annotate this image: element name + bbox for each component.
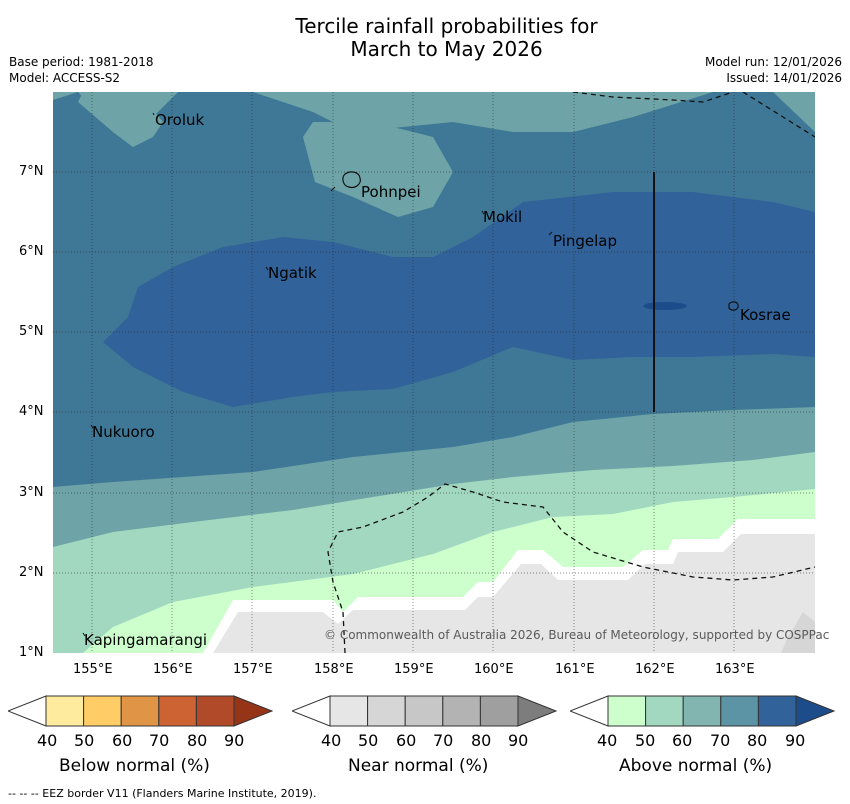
below-tick-60: 60 (112, 731, 133, 750)
lat-label-3: 3°N (19, 485, 44, 500)
swatch-above-0 (607, 695, 647, 727)
place-kapingamarangi: Kapingamarangi (84, 631, 208, 649)
zone-near-50 (781, 612, 815, 653)
zone-above-60-north (78, 92, 163, 147)
copyright-notice: © Commonwealth of Australia 2026, Bureau… (324, 628, 830, 642)
place-nukuoro: Nukuoro (92, 423, 155, 441)
lat-label-5: 5°N (19, 324, 44, 339)
swatch-above-1 (645, 695, 684, 727)
swatch-near-3 (442, 695, 481, 727)
lon-label-156: 156°E (153, 662, 193, 677)
near-tick-40: 40 (321, 731, 342, 750)
map-title-line1: Tercile rainfall probabilities for (295, 14, 598, 38)
place-kosrae: Kosrae (740, 306, 791, 324)
swatch-below-5 (233, 695, 274, 727)
lon-label-158: 158°E (314, 662, 354, 677)
swatch-near-1 (367, 695, 406, 727)
lon-label-163: 163°E (715, 662, 755, 677)
swatch-below-2 (120, 695, 160, 727)
zone-above-80 (103, 192, 815, 407)
near-tick-70: 70 (433, 731, 454, 750)
lon-label-160: 160°E (474, 662, 514, 677)
near-tick-50: 50 (358, 731, 379, 750)
below-tick-50: 50 (74, 731, 95, 750)
swatch-near-4 (479, 695, 519, 727)
kosrae-island-icon (728, 301, 739, 311)
swatch-above-4 (757, 695, 797, 727)
lat-label-1: 1°N (19, 645, 44, 660)
eez-border-note: -- -- -- EEZ border V11 (Flanders Marine… (8, 787, 317, 800)
place-pingelap: Pingelap (553, 232, 618, 250)
swatch-near-2 (404, 695, 444, 727)
colorbar-near (292, 695, 558, 727)
issued-date: Issued: 14/01/2026 (726, 71, 842, 85)
place-oroluk: Oroluk (155, 111, 205, 129)
lon-label-157: 157°E (233, 662, 273, 677)
base-period: Base period: 1981-2018 (9, 55, 154, 69)
place-pohnpei: Pohnpei (361, 183, 421, 201)
swatch-above-2 (682, 695, 722, 727)
below-tick-40: 40 (37, 731, 58, 750)
lat-label-4: 4°N (19, 404, 44, 419)
lon-label-155: 155°E (73, 662, 113, 677)
legend-title-near: Near normal (%) (348, 756, 489, 776)
lon-label-161: 161°E (555, 662, 595, 677)
above-tick-40: 40 (597, 731, 618, 750)
rainfall-map (53, 92, 815, 653)
swatch-above-5 (795, 695, 836, 727)
pohnpei-island-icon (342, 171, 361, 189)
above-tick-70: 70 (710, 731, 731, 750)
below-tick-80: 80 (187, 731, 208, 750)
above-tick-50: 50 (635, 731, 656, 750)
lon-label-162: 162°E (635, 662, 675, 677)
place-ngatik: Ngatik (268, 264, 317, 282)
swatch-below-1 (83, 695, 122, 727)
model-run-date: Model run: 12/01/2026 (704, 55, 842, 69)
legend-title-above: Above normal (%) (619, 756, 773, 776)
zone-near-40 (213, 534, 815, 653)
swatch-below-3 (158, 695, 197, 727)
zone-above-60-pohnpei (303, 122, 453, 217)
near-tick-60: 60 (396, 731, 417, 750)
pohnpei-border-mark (330, 186, 336, 192)
above-tick-90: 90 (785, 731, 806, 750)
place-mokil: Mokil (483, 208, 523, 226)
above-tick-60: 60 (672, 731, 693, 750)
swatch-below-0 (45, 695, 85, 727)
below-tick-70: 70 (149, 731, 170, 750)
lon-label-159: 159°E (394, 662, 434, 677)
swatch-above-3 (720, 695, 759, 727)
map-title-line2: March to May 2026 (350, 37, 543, 61)
model-name: Model: ACCESS-S2 (9, 71, 121, 85)
lat-label-6: 6°N (19, 244, 44, 259)
grid-lines (53, 92, 815, 653)
zone-above-60-south (53, 407, 815, 547)
above-tick-80: 80 (747, 731, 768, 750)
zone-above-90-sliver (643, 302, 687, 310)
legend-title-below: Below normal (%) (59, 756, 210, 776)
eez-borders (327, 92, 815, 653)
colorbar-below (8, 695, 274, 727)
lat-label-7: 7°N (19, 164, 44, 179)
near-tick-90: 90 (508, 731, 529, 750)
lat-label-2: 2°N (19, 565, 44, 580)
near-tick-80: 80 (471, 731, 492, 750)
swatch-near-5 (517, 695, 558, 727)
below-tick-90: 90 (224, 731, 245, 750)
atoll-markers (82, 112, 553, 637)
swatch-near-0 (329, 695, 369, 727)
swatch-below-4 (195, 695, 235, 727)
colorbar-above (570, 695, 836, 727)
